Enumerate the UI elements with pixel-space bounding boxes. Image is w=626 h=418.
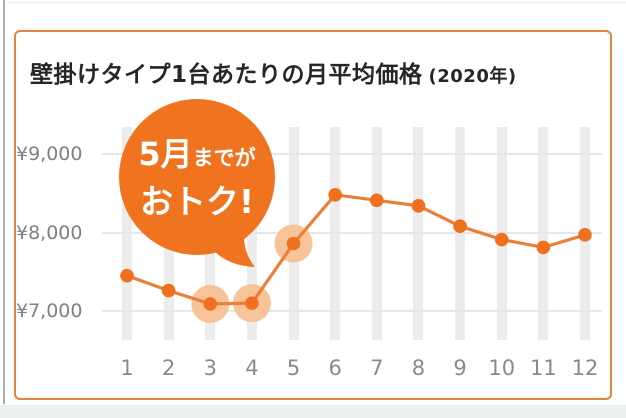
- chart-title-main: 壁掛けタイプ1台あたりの月平均価格: [30, 62, 423, 88]
- screen-edge-top: [6, 2, 626, 3]
- data-point-month-2: [161, 283, 176, 298]
- chart-card: 壁掛けタイプ1台あたりの月平均価格 (2020年) 1 2 3 4 5 6 7 8 9 10 11 12…: [14, 30, 612, 400]
- month-column-bar: [246, 127, 257, 340]
- x-axis-label: 10: [488, 356, 516, 380]
- month-column-bar: [413, 127, 424, 340]
- y-axis-label: ¥8,000: [16, 221, 83, 244]
- x-axis-label: 5: [286, 356, 301, 380]
- promo-bubble-line1-big: 5月: [138, 135, 193, 173]
- promo-bubble-line1-small: までが: [192, 146, 256, 170]
- chart-title-year: (2020年): [428, 66, 517, 87]
- y-axis-label: ¥9,000: [16, 143, 83, 165]
- month-column-bar: [455, 127, 466, 340]
- chart-title: 壁掛けタイプ1台あたりの月平均価格 (2020年): [30, 55, 517, 89]
- x-axis-label: 6: [328, 356, 342, 380]
- grid-line: [102, 231, 602, 234]
- data-point-month-8: [411, 199, 426, 213]
- month-column-bar: [371, 127, 382, 340]
- promo-bubble-line1: 5月までが: [138, 134, 255, 180]
- data-point-month-4: [245, 296, 259, 310]
- data-point-month-7: [370, 193, 384, 208]
- promo-bubble-text: 5月までが おトク!: [116, 96, 278, 260]
- data-point-month-12: [578, 228, 592, 242]
- x-axis-label: 3: [203, 356, 217, 380]
- x-axis-label: 1: [120, 356, 134, 380]
- promo-bubble-line2: おトク!: [139, 182, 255, 221]
- x-axis-label: 7: [370, 356, 384, 380]
- price-line-series: [120, 188, 592, 323]
- x-axis-label: 2: [161, 356, 176, 380]
- grid-line: [102, 153, 602, 155]
- y-axis-label: ¥7,000: [16, 300, 83, 322]
- data-point-month-10: [494, 232, 509, 247]
- data-point-month-5: [286, 236, 301, 251]
- data-point-month-6: [328, 188, 342, 202]
- promo-bubble: 5月までが おトク!: [116, 96, 286, 274]
- screen-edge-left: [3, 0, 5, 404]
- screen-edge-bottom: [0, 405, 626, 418]
- data-point-month-3: [203, 297, 218, 311]
- x-axis-label: 12: [571, 356, 599, 380]
- x-axis-label: 11: [529, 356, 557, 380]
- month-column-bar: [122, 127, 132, 340]
- price-line: [126, 193, 586, 306]
- promo-bubble-shape: [119, 99, 275, 267]
- month-column-bar: [330, 127, 341, 340]
- promo-bubble-circle: [119, 99, 275, 255]
- price-line-chart: 1 2 3 4 5 6 7 8 9 10 11 12 ¥9,000 ¥8,000 ¥7,000: [16, 32, 610, 394]
- data-point-month-11: [536, 240, 551, 255]
- x-axis-label: 4: [245, 356, 259, 380]
- data-point-month-1: [120, 268, 134, 283]
- month-column-bar: [538, 127, 549, 340]
- data-point-month-9: [453, 219, 467, 234]
- x-axis-label: 8: [411, 356, 426, 380]
- x-axis-label: 9: [453, 356, 467, 380]
- grid-line: [102, 310, 602, 312]
